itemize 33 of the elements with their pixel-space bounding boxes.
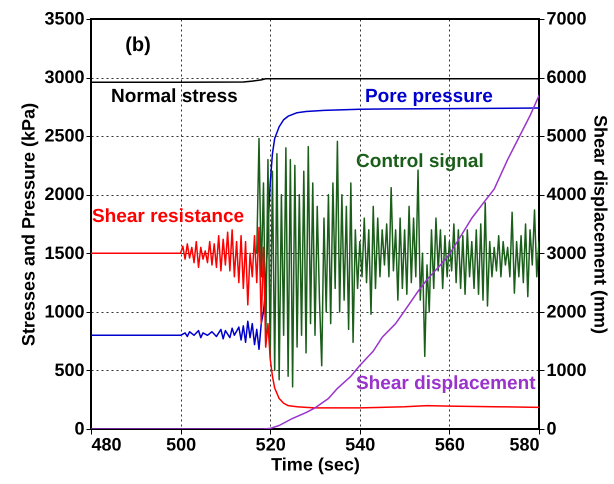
x-tick-label: 520 (256, 434, 286, 454)
y2-tick-label: 2000 (546, 301, 587, 322)
x-tick-label: 540 (345, 434, 376, 454)
annotation: (b) (125, 34, 151, 56)
y2-tick-label: 7000 (546, 8, 587, 28)
line-series (91, 226, 539, 409)
series-label: Control signal (356, 151, 484, 172)
line-series (91, 107, 539, 350)
y2-tick-label: 4000 (546, 184, 587, 204)
x-tick-label: 500 (166, 434, 196, 454)
x-tick-label: 580 (509, 434, 540, 454)
y2-tick-label: 1000 (546, 360, 587, 380)
x-axis-title: Time (sec) (271, 454, 360, 474)
y-tick-label: 1500 (44, 242, 84, 263)
y-tick-label: 2000 (44, 184, 84, 204)
series-label: Normal stress (111, 86, 238, 107)
y-tick-label: 2500 (44, 126, 84, 146)
y2-tick-label: 6000 (546, 67, 587, 88)
y2-axis-title: Shear displacement (mm) (590, 114, 611, 334)
y-tick-label: 3000 (44, 67, 84, 88)
y-tick-label: 1000 (44, 301, 84, 322)
series-label: Shear resistance (92, 206, 244, 227)
x-tick-label: 480 (92, 434, 122, 454)
y-tick-label: 0 (74, 418, 84, 438)
y-axis-title: Stresses and Pressure (kPa) (18, 102, 38, 346)
x-tick-label: 560 (434, 434, 465, 454)
series-label: Shear displacement (356, 373, 536, 394)
y-tick-label: 3500 (44, 8, 84, 28)
y2-tick-label: 5000 (546, 126, 587, 146)
y-tick-label: 500 (54, 360, 84, 380)
y2-tick-label: 3000 (546, 242, 587, 263)
y2-tick-label: 0 (546, 418, 557, 438)
series-label: Pore pressure (365, 86, 493, 107)
